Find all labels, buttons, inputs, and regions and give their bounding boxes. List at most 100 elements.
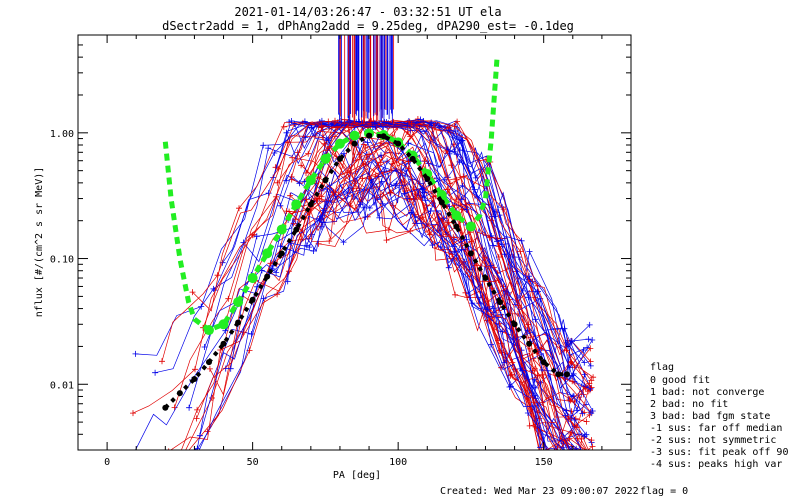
median-curve bbox=[162, 132, 570, 411]
raw-point bbox=[152, 369, 159, 376]
raw-point bbox=[371, 120, 378, 127]
raw-point bbox=[390, 118, 397, 125]
raw-point bbox=[303, 196, 310, 203]
median-point bbox=[264, 273, 271, 280]
raw-point bbox=[508, 371, 515, 378]
raw-point bbox=[588, 384, 595, 391]
raw-point bbox=[535, 288, 541, 295]
raw-point bbox=[378, 152, 384, 159]
raw-point bbox=[405, 140, 412, 147]
median-point bbox=[351, 140, 358, 147]
raw-point bbox=[589, 443, 596, 450]
median-point bbox=[497, 299, 504, 306]
raw-point bbox=[481, 254, 488, 261]
raw-point bbox=[189, 289, 196, 296]
median-point bbox=[278, 250, 285, 257]
raw-point bbox=[454, 151, 461, 158]
raw-point bbox=[287, 192, 294, 199]
raw-point bbox=[260, 295, 267, 302]
raw-point bbox=[450, 234, 457, 241]
raw-point bbox=[486, 234, 493, 241]
raw-point bbox=[429, 242, 436, 249]
raw-trace bbox=[201, 119, 582, 450]
raw-trace-line bbox=[174, 122, 591, 408]
raw-point bbox=[588, 437, 595, 444]
raw-point bbox=[283, 208, 290, 215]
raw-point bbox=[447, 180, 453, 187]
raw-point bbox=[565, 413, 572, 420]
median-point bbox=[482, 275, 489, 282]
raw-point bbox=[260, 142, 267, 149]
raw-point bbox=[469, 300, 476, 307]
raw-point bbox=[463, 206, 470, 213]
raw-point bbox=[443, 148, 450, 154]
raw-point bbox=[362, 145, 369, 151]
raw-point bbox=[568, 359, 575, 366]
x-tick-label: 50 bbox=[247, 457, 259, 468]
raw-trace-line bbox=[306, 180, 565, 450]
raw-point bbox=[130, 410, 136, 417]
raw-point bbox=[408, 120, 415, 127]
raw-point bbox=[526, 273, 533, 280]
legend-title: flag bbox=[650, 362, 674, 373]
median-point bbox=[540, 359, 547, 366]
raw-point bbox=[209, 395, 215, 401]
raw-point bbox=[360, 141, 367, 148]
raw-trace-line bbox=[323, 163, 565, 450]
raw-point bbox=[573, 424, 580, 431]
raw-point bbox=[274, 291, 281, 298]
raw-point bbox=[585, 388, 592, 395]
raw-point bbox=[524, 410, 531, 416]
raw-trace bbox=[193, 155, 562, 450]
median-point bbox=[336, 155, 343, 162]
raw-trace-line bbox=[202, 123, 594, 382]
footer-flag: flag = 0 bbox=[640, 486, 688, 497]
raw-point bbox=[515, 310, 521, 317]
raw-point bbox=[518, 237, 525, 244]
raw-point bbox=[460, 173, 467, 180]
raw-point bbox=[198, 303, 205, 310]
raw-point bbox=[526, 422, 533, 429]
fit-point bbox=[334, 138, 345, 149]
raw-point bbox=[201, 344, 208, 350]
raw-point bbox=[458, 196, 465, 203]
raw-point bbox=[315, 240, 322, 247]
raw-point bbox=[441, 176, 448, 183]
raw-point bbox=[589, 337, 596, 343]
raw-trace-line bbox=[288, 186, 544, 450]
raw-point bbox=[568, 415, 575, 421]
raw-point bbox=[524, 327, 531, 334]
raw-point bbox=[192, 366, 198, 373]
raw-point bbox=[194, 406, 201, 413]
raw-trace-line bbox=[290, 167, 579, 450]
raw-point bbox=[277, 243, 284, 250]
raw-point bbox=[404, 195, 411, 202]
fit-point bbox=[203, 325, 214, 336]
raw-point bbox=[452, 128, 459, 134]
raw-trace-line bbox=[287, 178, 559, 450]
raw-point bbox=[433, 175, 440, 181]
raw-point bbox=[496, 320, 503, 327]
raw-point bbox=[357, 201, 364, 208]
y-tick-label: 1.00 bbox=[50, 129, 74, 140]
raw-point bbox=[499, 328, 506, 335]
raw-point bbox=[445, 264, 452, 271]
raw-point bbox=[571, 417, 578, 423]
raw-point bbox=[407, 228, 414, 235]
raw-point bbox=[196, 432, 203, 439]
raw-point bbox=[566, 435, 573, 442]
raw-point bbox=[579, 410, 586, 417]
x-tick-label: 150 bbox=[535, 457, 553, 468]
raw-point bbox=[305, 150, 312, 157]
fit-point bbox=[247, 273, 258, 284]
chart-subtitle: dSectr2add = 1, dPhAng2add = 9.25deg, dP… bbox=[162, 19, 574, 33]
y-tick-label: 0.01 bbox=[50, 380, 74, 391]
raw-point bbox=[376, 214, 383, 221]
raw-point bbox=[586, 380, 593, 387]
raw-point bbox=[318, 223, 325, 230]
raw-point bbox=[389, 160, 396, 167]
raw-point bbox=[488, 341, 494, 348]
raw-point bbox=[265, 190, 272, 197]
fit-point bbox=[291, 199, 302, 210]
raw-point bbox=[355, 209, 361, 216]
